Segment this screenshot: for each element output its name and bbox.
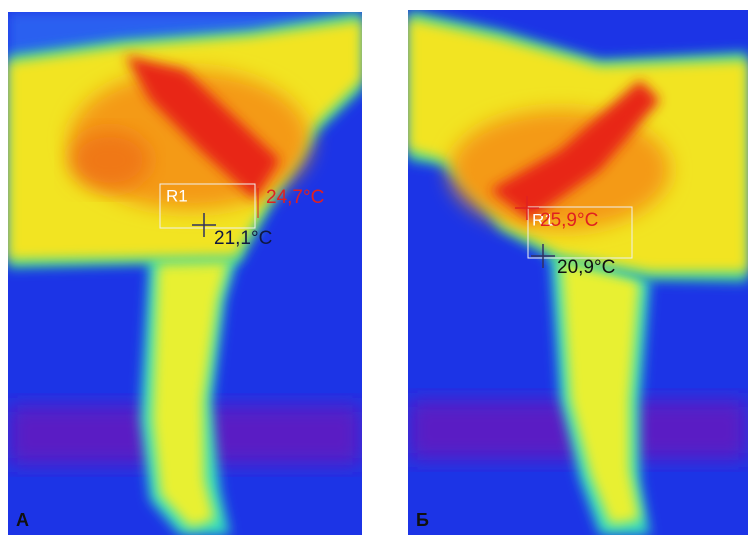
min-temp: 20,9°C [557, 257, 615, 278]
max-temp: 25,9°C [540, 210, 598, 231]
panel-label: Б [416, 510, 429, 530]
crosshair [515, 196, 539, 220]
min-temp: 21,1°C [214, 228, 272, 249]
roi-box [527, 206, 633, 259]
thermal-image-b [408, 10, 748, 535]
crosshair [192, 213, 216, 237]
roi-box [159, 183, 256, 229]
thermal-image-a [8, 12, 362, 535]
max-temp: 24,7°C [266, 187, 324, 208]
panel-label: А [16, 510, 29, 530]
roi-label: R1 [166, 186, 188, 205]
roi-label: R1 [532, 210, 554, 229]
crosshair [531, 244, 555, 268]
